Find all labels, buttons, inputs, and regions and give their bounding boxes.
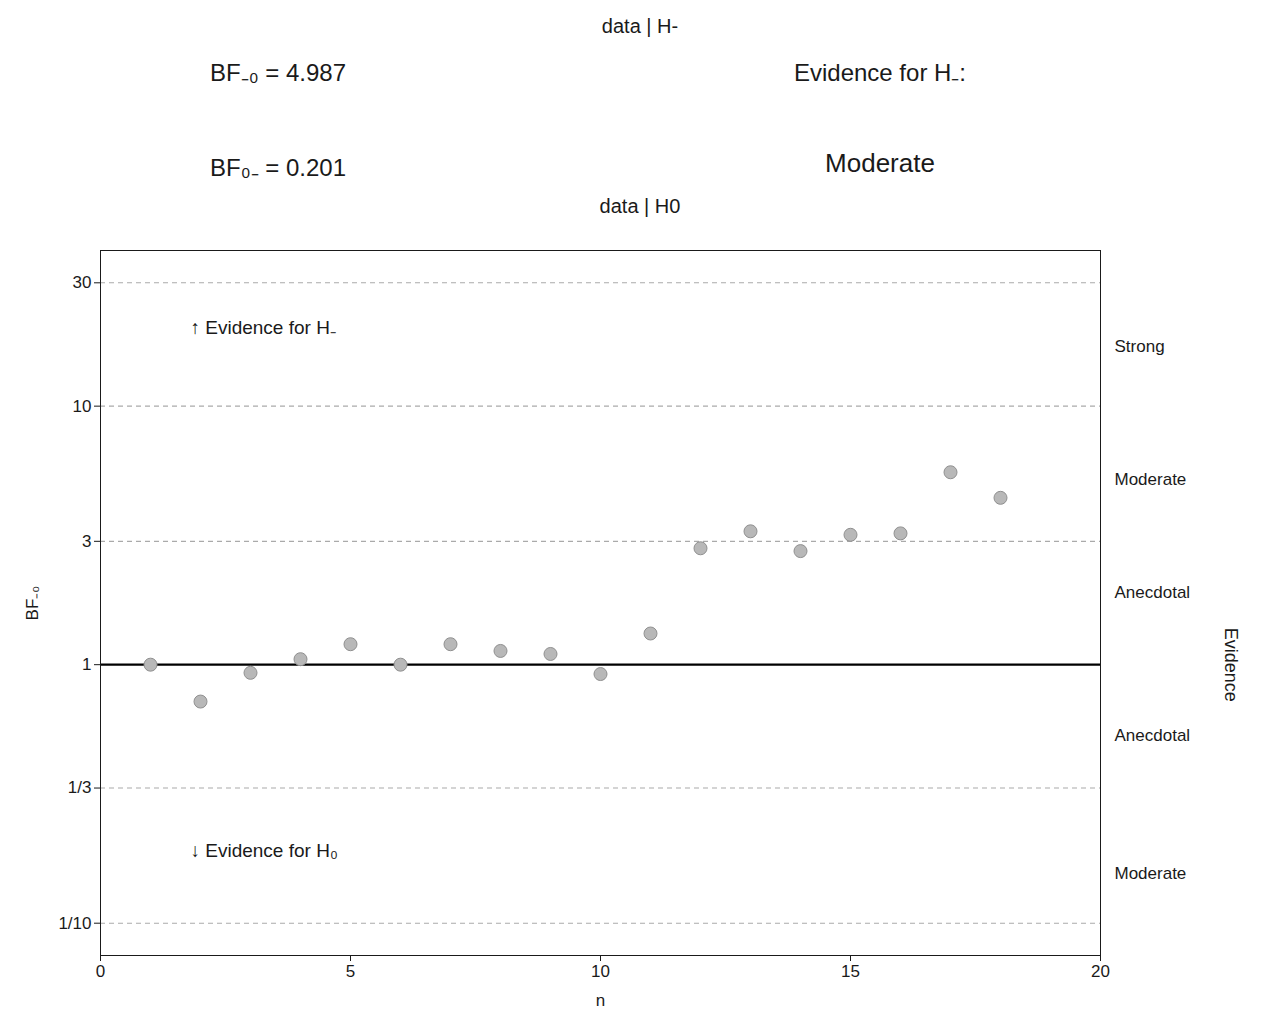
- svg-text:BF₋₀: BF₋₀: [23, 586, 42, 621]
- svg-text:↓ Evidence for H₀: ↓ Evidence for H₀: [191, 840, 338, 861]
- html-text:data | H0: data | H0: [599, 195, 681, 217]
- svg-text:30: 30: [73, 273, 92, 292]
- svg-text:1/10: 1/10: [58, 914, 91, 933]
- svg-text:↑ Evidence for H₋: ↑ Evidence for H₋: [191, 317, 336, 338]
- svg-text:20: 20: [1091, 962, 1110, 981]
- html-text:data | H-: data | H-: [601, 15, 679, 37]
- svg-text:Moderate: Moderate: [1115, 864, 1187, 883]
- html-text:BF₋₀ = 4.987: BF₋₀ = 4.987: [210, 59, 346, 86]
- svg-text:10: 10: [591, 962, 610, 981]
- svg-text:5: 5: [346, 962, 355, 981]
- svg-text:n: n: [596, 991, 605, 1010]
- svg-text:15: 15: [841, 962, 860, 981]
- svg-text:3: 3: [82, 532, 91, 551]
- svg-text:1/3: 1/3: [68, 778, 92, 797]
- html-text:Moderate: Moderate: [825, 148, 935, 178]
- svg-text:Evidence: Evidence: [1221, 628, 1241, 702]
- html-text:Evidence for H₋:: Evidence for H₋:: [794, 59, 966, 86]
- svg-text:Strong: Strong: [1115, 337, 1165, 356]
- svg-text:Moderate: Moderate: [1115, 470, 1187, 489]
- svg-text:10: 10: [73, 397, 92, 416]
- svg-text:Anecdotal: Anecdotal: [1115, 583, 1191, 602]
- html-text:BF₀₋ = 0.201: BF₀₋ = 0.201: [210, 154, 346, 181]
- svg-text:1: 1: [82, 655, 91, 674]
- svg-text:Anecdotal: Anecdotal: [1115, 726, 1191, 745]
- svg-text:0: 0: [96, 962, 105, 981]
